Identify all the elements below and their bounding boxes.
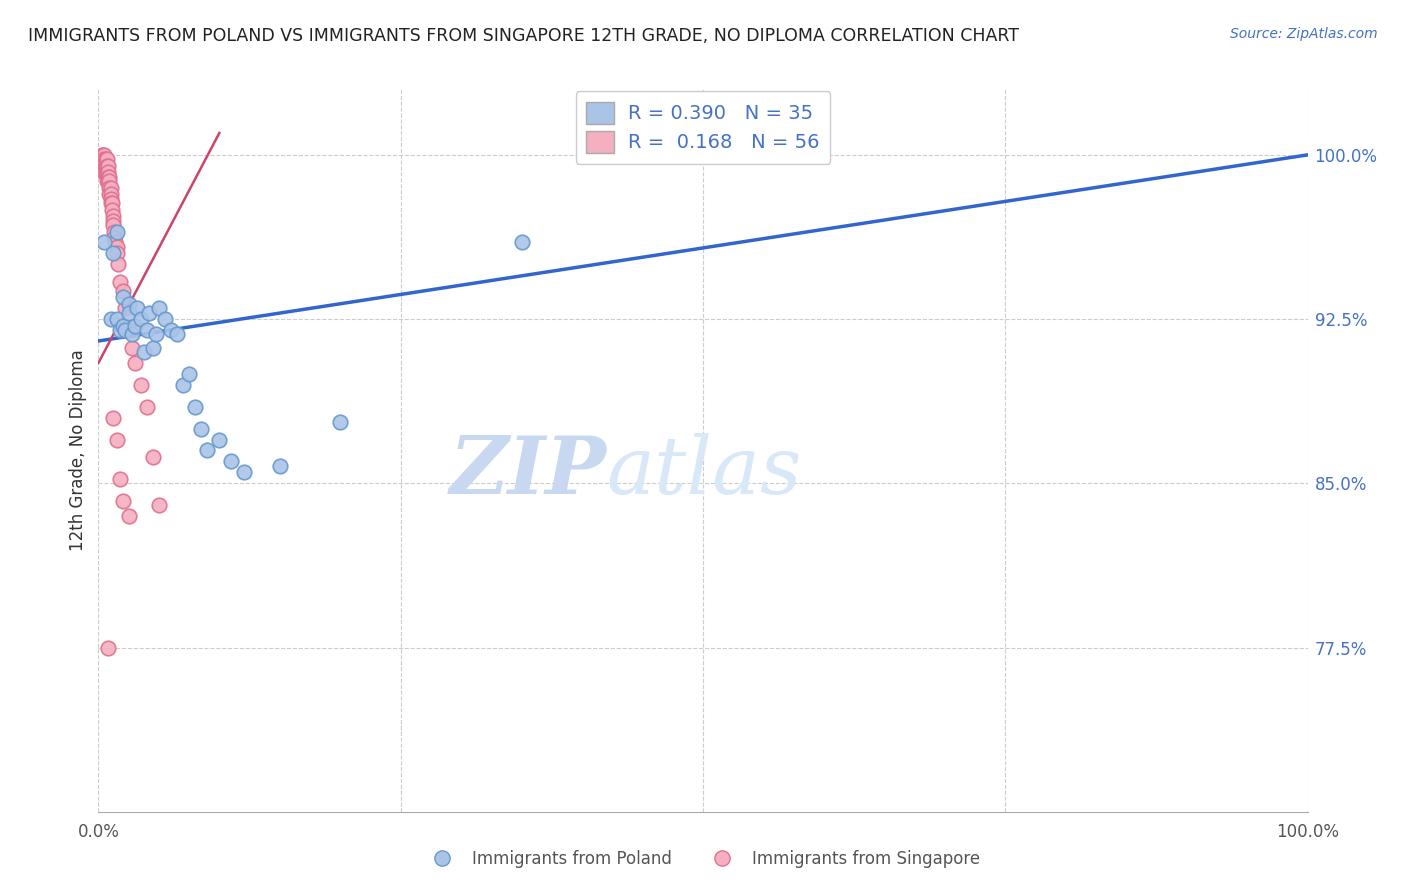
Point — [94, 153, 117, 167]
Point — [94, 159, 117, 173]
Point — [94, 165, 117, 179]
Point — [105, 246, 128, 260]
Point — [91, 153, 114, 167]
Text: ZIP: ZIP — [450, 434, 606, 511]
Point — [96, 165, 118, 179]
Point — [179, 367, 201, 381]
Point — [100, 202, 122, 217]
Point — [105, 225, 128, 239]
Point — [97, 640, 120, 655]
Point — [100, 192, 122, 206]
Point — [153, 312, 176, 326]
Point — [111, 290, 134, 304]
Point — [135, 400, 157, 414]
Point — [145, 327, 167, 342]
Point — [101, 246, 124, 260]
Point — [100, 187, 122, 202]
Point — [195, 443, 218, 458]
Point — [208, 433, 231, 447]
Point — [97, 169, 120, 184]
Point — [98, 174, 121, 188]
Point — [103, 231, 125, 245]
Point — [93, 153, 115, 167]
Point — [98, 169, 121, 184]
Point — [111, 318, 134, 333]
Point — [129, 312, 152, 326]
Point — [96, 153, 118, 167]
Point — [129, 377, 152, 392]
Point — [101, 209, 124, 223]
Point — [118, 323, 141, 337]
Point — [118, 509, 141, 524]
Point — [114, 301, 136, 315]
Point — [98, 180, 121, 194]
Point — [101, 218, 124, 232]
Text: Source: ZipAtlas.com: Source: ZipAtlas.com — [1230, 27, 1378, 41]
Point — [148, 301, 170, 315]
Point — [118, 305, 141, 319]
Point — [172, 377, 194, 392]
Point — [93, 161, 115, 175]
Text: IMMIGRANTS FROM POLAND VS IMMIGRANTS FROM SINGAPORE 12TH GRADE, NO DIPLOMA CORRE: IMMIGRANTS FROM POLAND VS IMMIGRANTS FRO… — [28, 27, 1019, 45]
Point — [108, 472, 131, 486]
Point — [111, 284, 134, 298]
Point — [510, 235, 533, 250]
Text: atlas: atlas — [606, 434, 801, 511]
Point — [121, 341, 143, 355]
Point — [138, 305, 160, 319]
Point — [124, 356, 146, 370]
Point — [221, 454, 243, 468]
Point — [97, 165, 120, 179]
Point — [97, 174, 120, 188]
Point — [232, 466, 254, 480]
Point — [108, 323, 131, 337]
Point — [103, 225, 125, 239]
Point — [100, 180, 122, 194]
Point — [93, 148, 115, 162]
Point — [100, 196, 122, 211]
Point — [108, 275, 131, 289]
Point — [114, 323, 136, 337]
Point — [160, 323, 183, 337]
Point — [142, 450, 165, 464]
Point — [166, 327, 188, 342]
Point — [96, 174, 118, 188]
Point — [124, 318, 146, 333]
Point — [91, 148, 114, 162]
Point — [148, 498, 170, 512]
Point — [96, 159, 118, 173]
Point — [105, 240, 128, 254]
Point — [91, 148, 114, 162]
Point — [93, 156, 115, 170]
Point — [142, 341, 165, 355]
Y-axis label: 12th Grade, No Diploma: 12th Grade, No Diploma — [69, 350, 87, 551]
Point — [96, 169, 118, 184]
Legend: R = 0.390   N = 35, R =  0.168   N = 56: R = 0.390 N = 35, R = 0.168 N = 56 — [575, 91, 831, 164]
Point — [329, 415, 352, 429]
Point — [101, 213, 124, 227]
Point — [98, 187, 121, 202]
Point — [107, 257, 129, 271]
Point — [134, 345, 156, 359]
Point — [118, 297, 141, 311]
Point — [135, 323, 157, 337]
Point — [91, 153, 114, 167]
Point — [127, 301, 149, 315]
Point — [100, 312, 122, 326]
Point — [105, 312, 128, 326]
Point — [269, 458, 291, 473]
Point — [100, 196, 122, 211]
Point — [184, 400, 207, 414]
Point — [111, 493, 134, 508]
Point — [97, 159, 120, 173]
Point — [105, 433, 128, 447]
Point — [121, 327, 143, 342]
Point — [101, 410, 124, 425]
Point — [190, 421, 212, 435]
Point — [93, 235, 115, 250]
Point — [104, 235, 127, 250]
Legend: Immigrants from Poland, Immigrants from Singapore: Immigrants from Poland, Immigrants from … — [419, 844, 987, 875]
Point — [93, 165, 115, 179]
